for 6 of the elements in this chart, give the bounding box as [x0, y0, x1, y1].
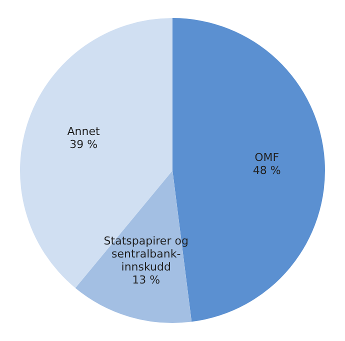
- slice-label: OMF: [254, 150, 280, 164]
- data-label: 48 %: [252, 164, 281, 177]
- slice-label: Statspapirer og sentralbank-innskudd: [104, 234, 188, 274]
- slice-label: Annet: [67, 124, 100, 138]
- data-label: 39 %: [70, 138, 98, 151]
- data-label: 13 %: [132, 274, 160, 287]
